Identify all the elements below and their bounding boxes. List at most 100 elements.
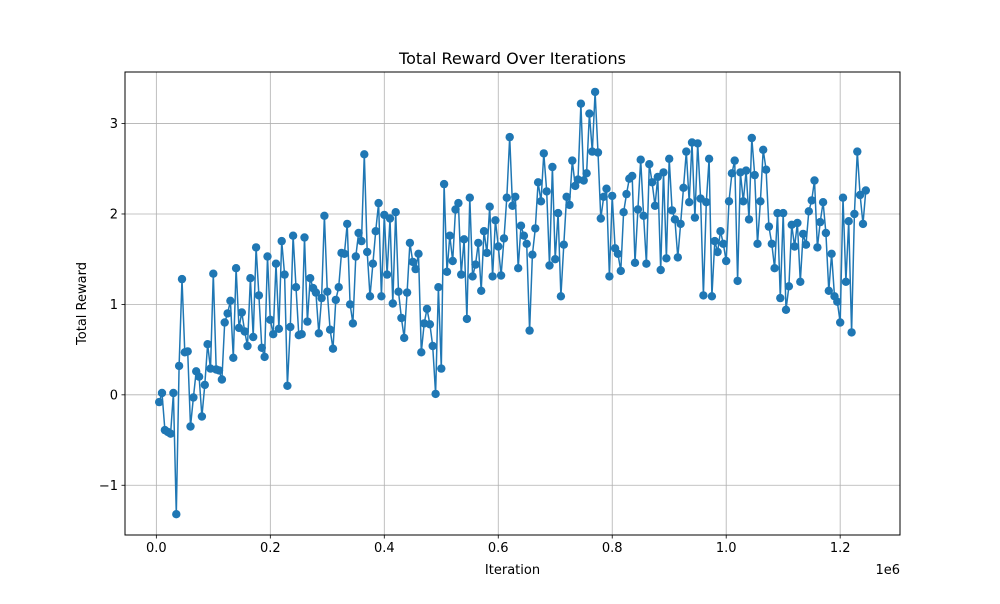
data-point	[280, 270, 289, 279]
data-point	[297, 330, 306, 339]
data-point	[402, 288, 412, 297]
data-point	[345, 300, 355, 309]
data-point	[237, 308, 246, 317]
data-point	[827, 249, 836, 258]
data-point	[519, 231, 529, 240]
data-point	[707, 292, 717, 301]
data-point	[214, 366, 224, 375]
data-point	[277, 236, 286, 246]
data-point	[451, 205, 460, 214]
data-point	[633, 205, 643, 214]
data-point	[727, 169, 737, 178]
x-tick-label: 0.4	[374, 541, 395, 556]
data-point	[328, 344, 338, 353]
data-point	[291, 283, 301, 292]
data-point	[582, 169, 591, 178]
data-point	[314, 329, 323, 338]
data-point	[266, 315, 275, 324]
data-point	[642, 259, 651, 268]
data-point	[562, 192, 571, 201]
data-point	[813, 243, 822, 252]
data-point	[551, 255, 560, 264]
data-point	[531, 224, 540, 233]
data-point	[454, 198, 463, 208]
data-point	[759, 145, 768, 154]
data-point	[286, 322, 295, 332]
data-point	[155, 397, 164, 407]
y-tick-label: 1	[110, 298, 118, 313]
data-point	[203, 340, 212, 349]
data-point	[274, 324, 284, 333]
data-point	[730, 156, 739, 165]
data-point	[462, 314, 472, 324]
data-point	[177, 274, 187, 284]
data-point	[690, 213, 700, 222]
data-point	[439, 179, 449, 189]
y-axis-label: Total Reward	[75, 262, 90, 346]
data-point	[197, 412, 207, 421]
data-point	[397, 313, 406, 323]
data-point	[411, 264, 420, 274]
data-point	[753, 239, 762, 248]
data-point	[713, 247, 722, 257]
data-point	[568, 156, 577, 165]
data-point	[719, 239, 728, 248]
data-point	[662, 254, 671, 263]
data-point	[750, 170, 759, 180]
data-point	[804, 207, 813, 216]
data-point	[670, 215, 680, 224]
data-point	[699, 291, 708, 300]
data-point	[659, 168, 668, 177]
data-point	[590, 87, 600, 97]
data-point	[325, 325, 335, 334]
data-point	[514, 264, 523, 273]
data-point	[630, 258, 640, 267]
data-point	[807, 196, 816, 205]
data-point	[676, 219, 685, 229]
data-point	[220, 318, 229, 327]
data-point	[166, 429, 175, 438]
data-point	[553, 208, 563, 218]
data-point	[351, 252, 360, 261]
data-point	[240, 327, 249, 336]
data-point	[231, 264, 241, 273]
data-point	[693, 139, 702, 148]
data-point	[320, 211, 329, 220]
data-point	[673, 253, 682, 262]
data-point	[593, 148, 603, 157]
data-point	[613, 249, 623, 258]
data-point	[639, 211, 648, 220]
data-point	[844, 217, 853, 226]
data-point	[172, 510, 181, 519]
data-point	[704, 154, 714, 163]
data-point	[169, 388, 178, 398]
data-point	[365, 292, 375, 301]
data-point	[477, 286, 486, 295]
data-point	[853, 147, 862, 156]
data-point	[157, 388, 167, 398]
y-tick-label: 3	[110, 117, 118, 132]
data-point	[502, 193, 511, 202]
data-point	[716, 227, 725, 236]
data-point	[323, 287, 332, 296]
data-point	[425, 320, 435, 329]
data-point	[816, 217, 825, 227]
data-point	[368, 259, 378, 268]
grid-lines	[125, 72, 900, 535]
data-point	[400, 333, 409, 343]
data-point	[608, 191, 617, 201]
data-point	[679, 183, 688, 192]
data-point	[263, 252, 272, 261]
data-point	[559, 240, 568, 249]
data-point	[841, 277, 851, 286]
data-point	[417, 348, 426, 357]
x-tick-label: 1.0	[716, 541, 737, 556]
data-point	[647, 178, 657, 187]
data-point	[499, 234, 509, 243]
data-point	[394, 287, 403, 296]
data-point	[542, 187, 551, 196]
data-point	[850, 209, 859, 219]
x-tick-label: 0.2	[260, 541, 281, 556]
x-axis-label: Iteration	[485, 563, 540, 578]
